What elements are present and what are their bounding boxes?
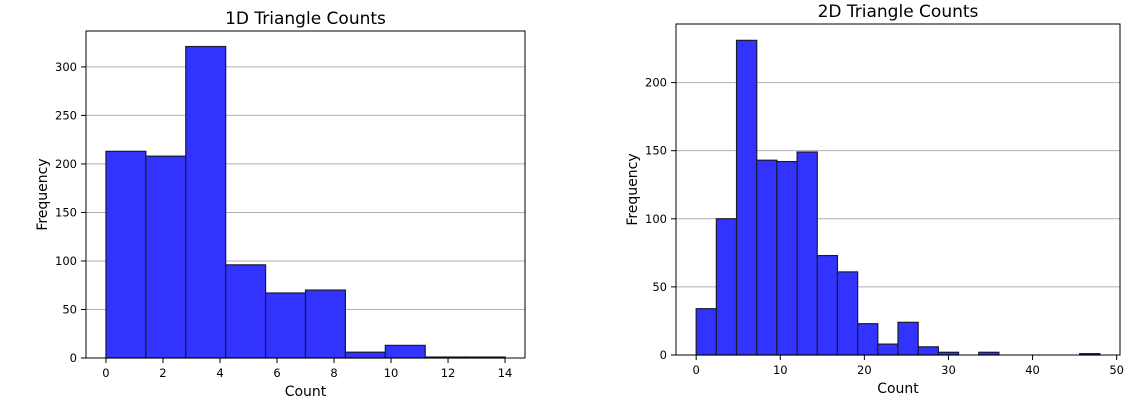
x-tick-label: 0	[102, 366, 109, 380]
bars	[695, 39, 1101, 356]
bar	[836, 271, 859, 356]
bar	[344, 351, 386, 359]
y-tick-label: 150	[645, 144, 667, 158]
y-tick-label: 150	[55, 205, 77, 219]
y-tick-label: 0	[660, 348, 667, 362]
bar	[756, 159, 778, 356]
y-tick-label: 50	[652, 280, 667, 294]
x-tick-label: 2	[159, 366, 166, 380]
bar	[857, 323, 879, 356]
bars	[105, 45, 506, 359]
y-tick-label: 100	[645, 212, 667, 226]
y-tick-label: 250	[55, 108, 77, 122]
bar	[816, 254, 839, 356]
axes-border	[675, 23, 1121, 356]
x-tick-label: 6	[273, 366, 280, 380]
x-tick-label: 10	[773, 363, 788, 377]
x-tick-label: 12	[441, 366, 456, 380]
y-axis-label: Frequency	[625, 153, 641, 225]
bar	[304, 289, 347, 359]
bar	[735, 39, 758, 356]
bar	[917, 346, 939, 356]
chart-title: 1D Triangle Counts	[225, 9, 386, 29]
bar	[264, 292, 307, 359]
y-ticks: 0 50 100 150 200	[645, 76, 676, 362]
bar	[225, 264, 267, 359]
x-tick-label: 30	[941, 363, 956, 377]
bar	[776, 160, 798, 356]
x-tick-label: 8	[330, 366, 337, 380]
y-axis-label: Frequency	[35, 158, 51, 230]
bar	[897, 321, 919, 356]
x-tick-label: 14	[498, 366, 513, 380]
x-tick-label: 20	[857, 363, 872, 377]
axes-frame	[675, 23, 1121, 356]
bar	[185, 45, 227, 359]
y-tick-label: 0	[70, 351, 77, 365]
chart-2d-triangle-counts: 0 10 20 30 40 50 0 50 100 150 200 2D Triangle Cou…	[625, 2, 1124, 397]
axes-border	[85, 30, 526, 359]
x-ticks: 0 10 20 30 40 50	[693, 355, 1124, 377]
bar	[877, 343, 899, 356]
bar	[384, 344, 426, 359]
y-tick-label: 200	[55, 157, 77, 171]
bar	[695, 308, 717, 356]
x-tick-label: 50	[1109, 363, 1124, 377]
bar	[796, 151, 818, 356]
x-tick-label: 0	[693, 363, 700, 377]
chart-1d-triangle-counts: 0 2 4 6 8 10 12 14 0 50 100 150 200 250 300 1D Triang…	[35, 9, 526, 400]
x-axis-label: Count	[877, 381, 919, 397]
chart-title: 2D Triangle Counts	[818, 2, 979, 22]
bar	[105, 150, 147, 359]
y-tick-label: 100	[55, 254, 77, 268]
y-tick-label: 300	[55, 60, 77, 74]
bar	[715, 218, 738, 356]
axes-frame	[85, 30, 526, 359]
x-tick-label: 40	[1025, 363, 1040, 377]
y-ticks: 0 50 100 150 200 250 300	[55, 60, 86, 365]
x-axis-label: Count	[285, 384, 327, 400]
bar	[145, 155, 187, 359]
x-ticks: 0 2 4 6 8 10 12 14	[102, 358, 512, 380]
x-tick-label: 10	[384, 366, 399, 380]
x-tick-label: 4	[216, 366, 223, 380]
y-tick-label: 50	[62, 302, 77, 316]
y-tick-label: 200	[645, 76, 667, 90]
